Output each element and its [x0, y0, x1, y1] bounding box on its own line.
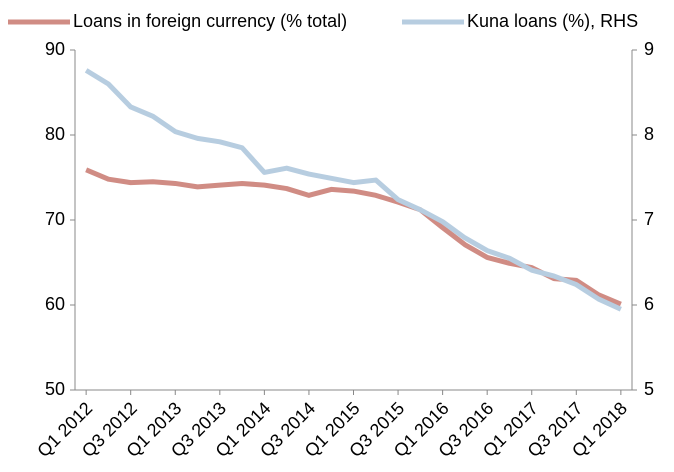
- legend-label: Loans in foreign currency (% total): [73, 11, 347, 31]
- series-line: [84, 68, 622, 312]
- y2-tick-label: 5: [644, 379, 654, 399]
- series-line: [85, 167, 622, 307]
- y2-tick-label: 6: [644, 294, 654, 314]
- y2-tick-label: 8: [644, 124, 654, 144]
- y2-tick-label: 7: [644, 209, 654, 229]
- y-tick-label: 80: [45, 124, 65, 144]
- y-tick-label: 90: [45, 39, 65, 59]
- y2-tick-label: 9: [644, 39, 654, 59]
- legend-label: Kuna loans (%), RHS: [467, 11, 638, 31]
- y-tick-label: 70: [45, 209, 65, 229]
- y-tick-label: 50: [45, 379, 65, 399]
- y-tick-label: 60: [45, 294, 65, 314]
